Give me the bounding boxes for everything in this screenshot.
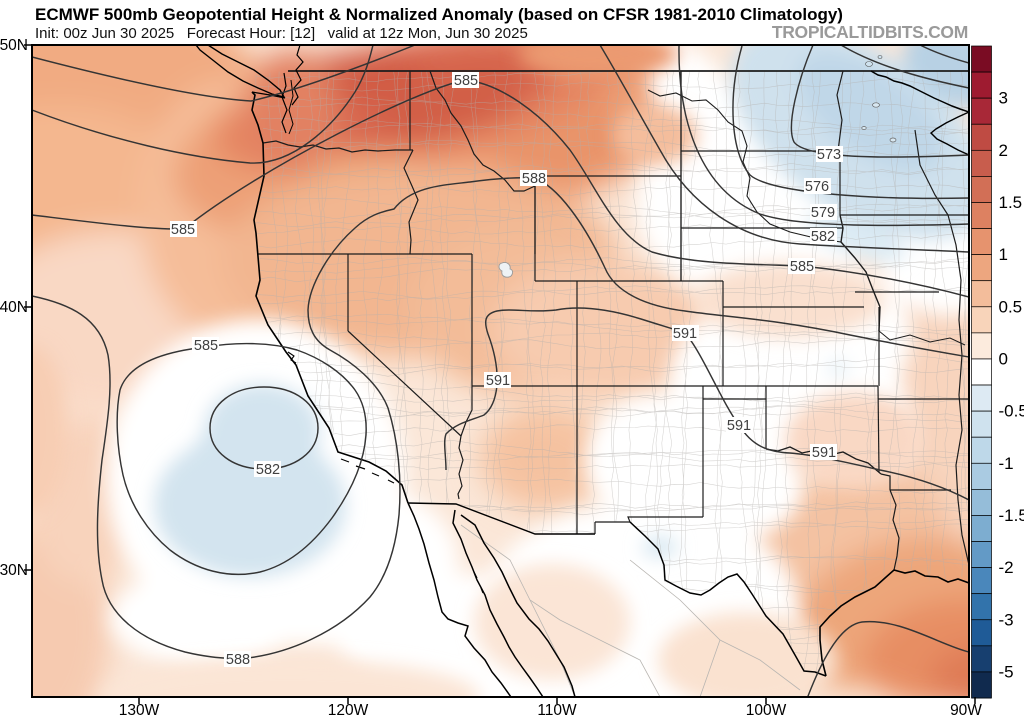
- svg-text:591: 591: [727, 418, 751, 434]
- svg-text:-0.5: -0.5: [999, 402, 1024, 421]
- svg-text:588: 588: [226, 652, 250, 668]
- svg-text:3: 3: [999, 89, 1008, 108]
- svg-text:-1: -1: [999, 454, 1014, 473]
- svg-text:90W: 90W: [950, 702, 982, 718]
- svg-text:-3: -3: [999, 610, 1014, 629]
- svg-text:1.5: 1.5: [999, 193, 1023, 212]
- svg-text:120W: 120W: [328, 702, 369, 718]
- svg-text:-5: -5: [999, 662, 1014, 681]
- svg-text:585: 585: [194, 338, 218, 354]
- svg-text:-2: -2: [999, 558, 1014, 577]
- svg-text:100W: 100W: [746, 702, 787, 718]
- svg-text:Init: 00z Jun 30 2025 Foreca: Init: 00z Jun 30 2025 Forecast Hour: [12…: [35, 25, 528, 42]
- svg-text:-1.5: -1.5: [999, 506, 1024, 525]
- svg-text:591: 591: [486, 373, 510, 389]
- svg-text:573: 573: [817, 147, 841, 163]
- svg-text:TROPICALTIDBITS.COM: TROPICALTIDBITS.COM: [772, 22, 968, 42]
- svg-text:585: 585: [454, 73, 478, 89]
- svg-text:588: 588: [522, 171, 546, 187]
- svg-text:50N: 50N: [0, 37, 28, 54]
- svg-text:576: 576: [805, 179, 829, 195]
- svg-text:579: 579: [811, 205, 835, 221]
- svg-text:110W: 110W: [537, 702, 577, 718]
- svg-text:585: 585: [171, 222, 195, 238]
- svg-text:40N: 40N: [0, 299, 28, 316]
- svg-text:582: 582: [811, 229, 835, 245]
- svg-text:585: 585: [790, 259, 814, 275]
- svg-text:2: 2: [999, 141, 1008, 160]
- svg-text:0.5: 0.5: [999, 297, 1023, 316]
- svg-text:0: 0: [999, 350, 1008, 369]
- svg-text:582: 582: [256, 462, 280, 478]
- svg-text:591: 591: [673, 326, 697, 342]
- svg-text:30N: 30N: [0, 562, 28, 579]
- svg-text:ECMWF 500mb Geopotential Heigh: ECMWF 500mb Geopotential Height & Normal…: [35, 5, 843, 24]
- svg-text:1: 1: [999, 245, 1008, 264]
- svg-text:130W: 130W: [119, 702, 160, 718]
- svg-text:591: 591: [812, 445, 836, 461]
